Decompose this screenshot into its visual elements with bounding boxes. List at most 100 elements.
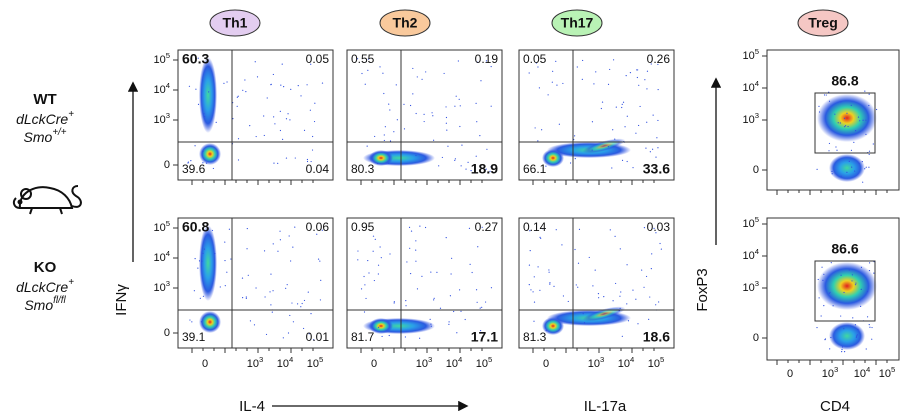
event-dot — [445, 106, 447, 108]
event-dot — [660, 248, 662, 250]
event-dot — [816, 168, 818, 170]
event-dot — [302, 327, 305, 330]
event-dot — [191, 321, 193, 323]
x-tick-label-sup: 5 — [488, 355, 492, 364]
event-dot — [562, 82, 564, 85]
event-dot — [865, 133, 867, 135]
event-dot — [643, 286, 645, 288]
event-dot — [458, 98, 460, 100]
event-dot — [195, 88, 197, 90]
event-dot — [367, 58, 370, 60]
event-dot — [612, 59, 615, 61]
y-tick-label-sup: 3 — [755, 111, 759, 120]
event-dot — [266, 97, 268, 99]
event-dot — [864, 90, 866, 92]
x-tick-label: 103 — [416, 355, 433, 370]
event-dot — [202, 252, 204, 254]
event-dot — [865, 348, 867, 350]
y-tick-label-sup: 4 — [166, 249, 171, 258]
event-dot — [409, 247, 411, 249]
event-dot — [619, 307, 621, 310]
y-tick-label-base: 10 — [742, 82, 754, 94]
event-dot — [655, 156, 657, 158]
event-dot — [279, 230, 281, 232]
event-dot — [460, 165, 462, 167]
event-dot — [361, 72, 363, 75]
y-tick-label: 0 — [164, 327, 170, 339]
event-dot — [321, 82, 324, 84]
treg-gate — [814, 92, 876, 154]
event-dot — [643, 227, 646, 229]
event-dot — [627, 320, 630, 322]
x-tick-label-base: 10 — [588, 358, 600, 370]
event-dot — [865, 166, 867, 168]
event-dot — [844, 125, 847, 127]
x-tick-label-sup: 4 — [289, 355, 294, 364]
event-dot — [489, 170, 491, 172]
event-dot — [553, 285, 555, 288]
event-dot — [294, 226, 296, 228]
event-dot — [372, 250, 374, 252]
quadrant-percent: 66.1 — [523, 162, 547, 176]
event-dot — [851, 280, 853, 282]
event-dot — [868, 104, 870, 107]
event-dot — [279, 110, 281, 112]
x-tick-label: 105 — [307, 355, 324, 370]
x-tick-label-base: 10 — [822, 368, 834, 380]
event-dot — [583, 322, 586, 324]
event-dot — [249, 320, 252, 322]
event-dot — [383, 92, 385, 95]
quadrant-percent: 60.3 — [182, 51, 209, 67]
y-tick-label-base: 10 — [153, 114, 165, 126]
event-dot — [538, 87, 540, 89]
event-dot — [403, 103, 405, 105]
x-tick-label: 0 — [371, 358, 377, 370]
event-dot — [269, 291, 271, 293]
event-dot — [872, 143, 874, 145]
event-dot — [415, 260, 417, 262]
event-dot — [453, 310, 455, 313]
event-dot — [601, 101, 604, 103]
event-dot — [475, 155, 477, 157]
event-dot — [816, 326, 818, 329]
event-dot — [841, 348, 843, 351]
event-dot — [549, 282, 551, 284]
event-dot — [409, 104, 412, 107]
event-dot — [620, 291, 622, 293]
event-dot — [485, 168, 487, 170]
event-dot — [454, 158, 457, 160]
y-tick-label: 105 — [153, 219, 170, 234]
event-dot — [476, 121, 478, 123]
event-dot — [595, 71, 597, 73]
event-dot — [846, 171, 848, 173]
genotype-line: Smo+/+ — [24, 127, 67, 145]
event-dot — [236, 96, 238, 98]
event-dot — [621, 159, 624, 161]
event-dot — [405, 300, 407, 302]
x-tick-label-base: 10 — [247, 358, 259, 370]
quadrant-percent: 80.3 — [351, 162, 375, 176]
y-tick-label: 104 — [153, 81, 170, 96]
event-dot — [363, 275, 365, 278]
event-dot — [537, 266, 539, 268]
event-dot — [383, 134, 385, 136]
quadrant-percent: 39.6 — [182, 162, 206, 176]
quadrant-percent: 17.1 — [471, 329, 498, 345]
event-dot — [197, 103, 200, 105]
event-dot — [622, 101, 625, 103]
event-dot — [858, 162, 860, 164]
event-dot — [446, 129, 448, 131]
event-dot — [465, 168, 467, 170]
event-dot — [415, 240, 417, 242]
event-dot — [458, 289, 461, 291]
event-dot — [823, 305, 825, 307]
event-dot — [285, 287, 287, 289]
column-header: Th2 — [393, 15, 418, 31]
event-dot — [208, 66, 210, 68]
event-dot — [828, 100, 831, 102]
event-dot — [859, 120, 861, 122]
quadrant-percent: 0.03 — [647, 220, 671, 234]
quadrant-percent: 33.6 — [643, 161, 670, 177]
event-dot — [457, 60, 459, 62]
y-tick-label: 0 — [753, 164, 759, 176]
